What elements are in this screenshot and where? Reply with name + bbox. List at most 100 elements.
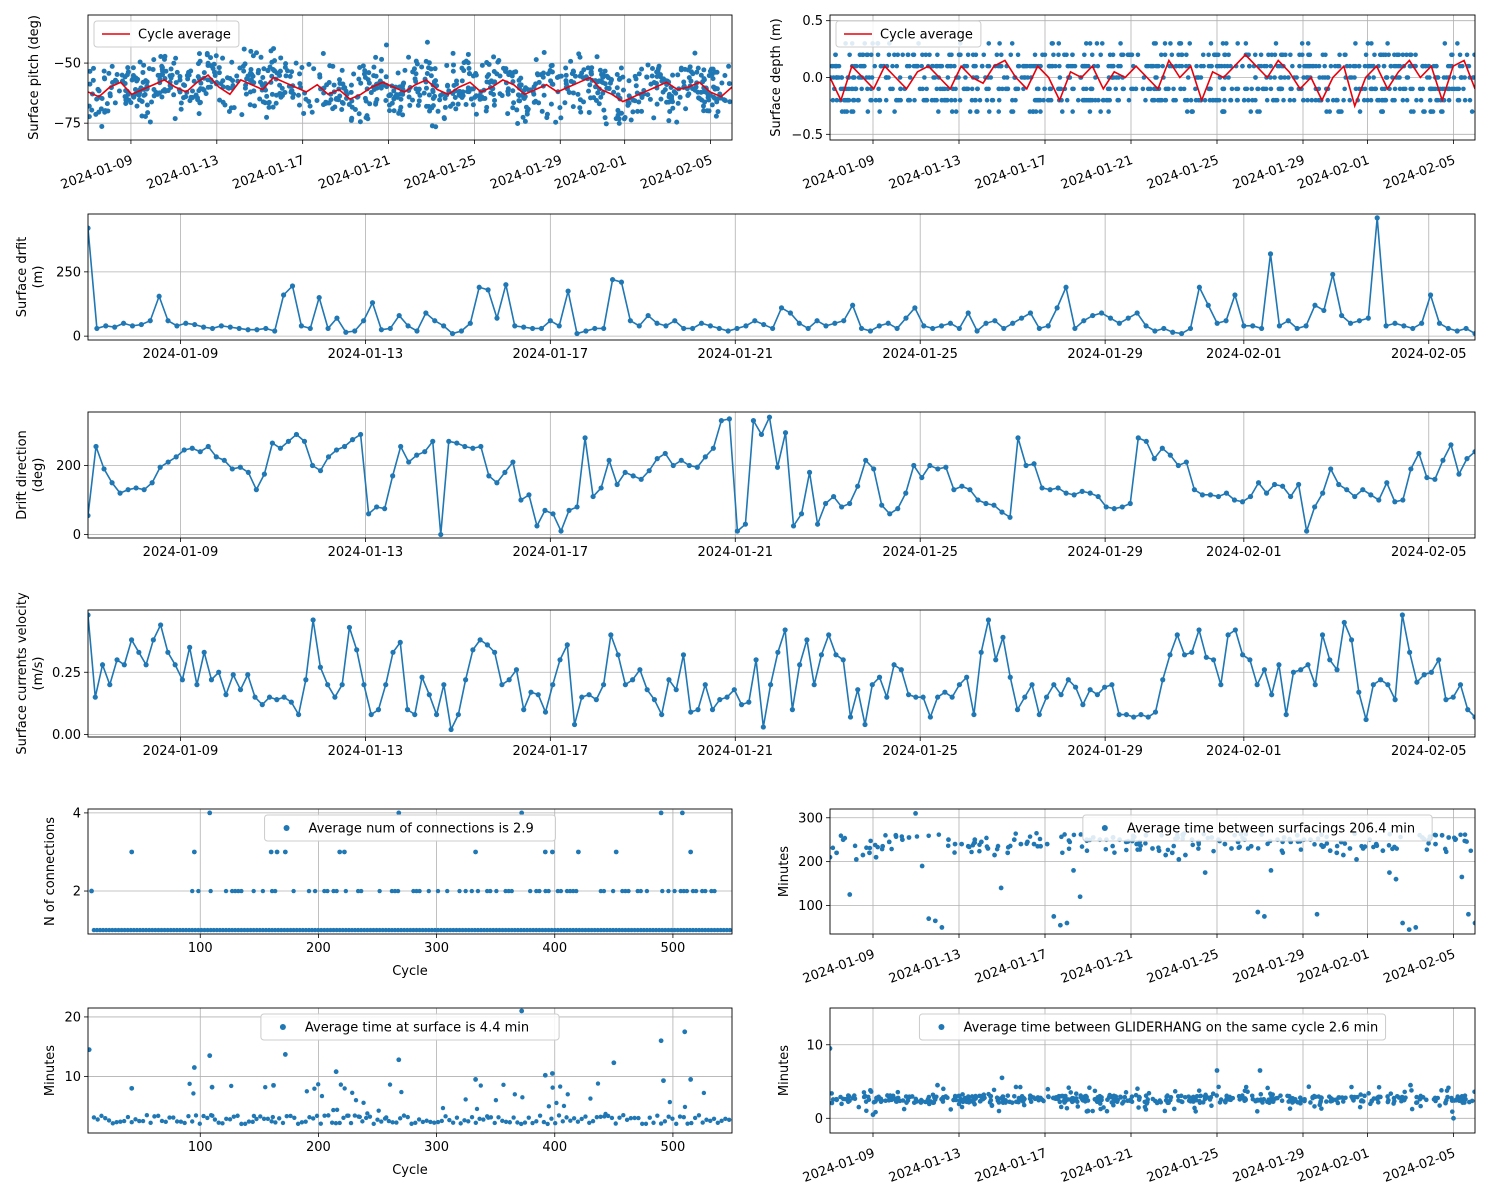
data-point <box>693 927 699 933</box>
data-point <box>486 72 492 78</box>
data-point <box>1152 86 1157 92</box>
data-point <box>984 97 990 103</box>
data-point <box>1125 52 1131 58</box>
legend-marker-swatch <box>283 825 290 831</box>
data-point <box>338 1082 344 1087</box>
data-point <box>1003 86 1009 92</box>
data-point <box>376 1108 381 1113</box>
data-point <box>711 1116 717 1122</box>
data-point <box>1196 841 1202 847</box>
data-point <box>1298 847 1304 852</box>
y-axis-label: Surface currents velocity <box>15 592 30 755</box>
data-point <box>1059 834 1064 840</box>
data-point <box>322 888 327 894</box>
data-point <box>1101 1105 1106 1110</box>
data-point <box>144 1113 150 1118</box>
data-point <box>709 102 715 108</box>
data-point <box>356 111 362 117</box>
data-point <box>460 927 465 933</box>
data-point <box>574 504 580 510</box>
data-point <box>271 67 277 73</box>
data-point <box>1145 714 1151 720</box>
data-point <box>1189 109 1195 114</box>
data-point <box>666 1114 671 1119</box>
y-tick-label: 20 <box>64 1010 81 1025</box>
data-point <box>149 480 155 486</box>
data-point <box>165 318 171 324</box>
data-point <box>300 927 306 933</box>
data-point <box>834 1097 840 1103</box>
data-point <box>1016 63 1022 69</box>
data-point <box>1358 1098 1364 1104</box>
data-point <box>547 318 553 324</box>
data-point <box>150 637 156 643</box>
data-point <box>1353 41 1358 46</box>
data-point <box>147 927 152 933</box>
data-point <box>1062 832 1067 837</box>
data-point <box>872 842 878 848</box>
x-tick-label: 2024-01-21 <box>697 347 773 362</box>
data-point <box>1119 52 1124 58</box>
data-point <box>1408 109 1414 114</box>
data-point <box>1418 1093 1423 1099</box>
data-point <box>142 114 148 120</box>
data-point <box>486 473 492 479</box>
data-point <box>893 834 899 840</box>
data-point <box>1116 711 1122 718</box>
data-point <box>718 927 723 933</box>
data-point <box>615 107 621 113</box>
data-point <box>438 927 444 933</box>
data-point <box>1207 1097 1213 1102</box>
data-point <box>726 1117 732 1122</box>
data-point <box>501 1082 506 1088</box>
x-tick-label: 2024-02-05 <box>638 153 714 193</box>
data-point <box>604 927 610 933</box>
data-point <box>1029 1095 1035 1100</box>
data-point <box>1300 52 1305 58</box>
data-point <box>1015 52 1021 58</box>
data-point <box>589 927 594 933</box>
data-point <box>659 78 665 84</box>
data-point <box>1138 711 1144 718</box>
data-point <box>1258 63 1264 69</box>
data-point <box>1177 41 1183 46</box>
data-point <box>564 927 570 933</box>
data-point <box>475 927 481 933</box>
data-point <box>352 927 358 933</box>
data-point <box>1222 52 1227 58</box>
data-point <box>798 511 805 517</box>
data-point <box>1280 52 1286 58</box>
data-point <box>268 849 274 855</box>
data-point <box>898 86 903 92</box>
data-point <box>1073 684 1079 690</box>
data-point <box>386 102 392 108</box>
data-point <box>690 71 696 77</box>
data-point <box>996 86 1001 92</box>
data-point <box>1131 714 1137 720</box>
data-point <box>1057 75 1063 80</box>
data-point <box>446 88 452 94</box>
legend-label: Average time between surfacings 206.4 mi… <box>1127 822 1415 837</box>
data-point <box>1056 86 1061 92</box>
data-point <box>712 86 718 92</box>
data-point <box>162 927 167 933</box>
data-point <box>597 67 603 73</box>
data-point <box>223 692 229 698</box>
data-point <box>1362 844 1368 849</box>
data-point <box>481 1117 486 1122</box>
data-point <box>561 927 567 933</box>
data-point <box>715 109 721 115</box>
data-point <box>236 325 242 332</box>
data-point <box>1421 672 1427 678</box>
data-point <box>647 1115 652 1120</box>
data-point <box>1424 847 1430 852</box>
data-point <box>939 63 945 69</box>
x-tick-label: 2024-01-25 <box>882 545 958 560</box>
data-point <box>939 925 945 930</box>
data-point <box>400 112 406 118</box>
data-point <box>1135 435 1141 441</box>
data-point <box>331 82 337 88</box>
data-point <box>360 1119 365 1124</box>
data-point <box>325 325 331 332</box>
data-point <box>394 1120 399 1125</box>
